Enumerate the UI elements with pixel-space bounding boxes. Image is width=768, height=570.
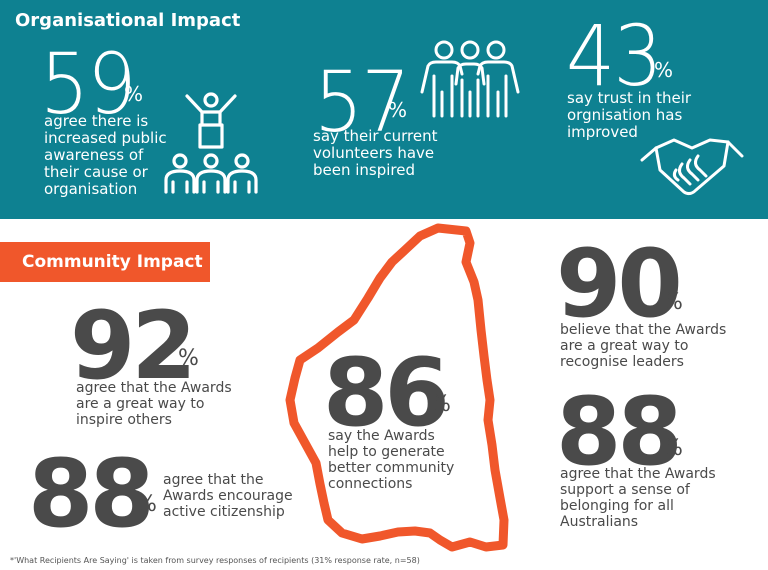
stat-43-percent: % (654, 58, 674, 82)
handshake-icon (640, 138, 744, 196)
stat-90-text: believe that the Awards are a great way … (560, 322, 727, 370)
stat-57-percent: % (388, 98, 408, 122)
stat-57-text: say their current volunteers have been i… (313, 127, 438, 179)
community-impact-title: Community Impact (0, 242, 210, 282)
stat-59-text: agree there is increased public awarenes… (44, 112, 167, 198)
stat-88-citizenship-text: agree that the Awards encourage active c… (163, 472, 293, 520)
stat-86-text: say the Awards help to generate better c… (328, 428, 455, 492)
volunteers-group-icon (420, 40, 520, 118)
stat-59-number: 59 (40, 35, 136, 133)
stat-86-percent: % (430, 392, 451, 417)
stat-88-belonging-number: 88 (556, 378, 683, 487)
stat-92-number: 92 (70, 292, 197, 401)
stat-90-percent: % (662, 290, 683, 315)
stat-92-text: agree that the Awards are a great way to… (76, 380, 232, 428)
footnote: *'What Recipients Are Saying' is taken f… (10, 556, 420, 565)
stat-88-belonging-text: agree that the Awards support a sense of… (560, 466, 716, 530)
audience-leader-icon (164, 92, 258, 194)
stat-88-citizenship-number: 88 (28, 440, 155, 549)
stat-57-number: 57 (314, 53, 410, 151)
stat-43-number: 43 (566, 7, 662, 105)
stat-43-text: say trust in their orgnisation has impro… (567, 89, 692, 141)
stat-86-number: 86 (323, 339, 450, 448)
stat-90-number: 90 (556, 230, 683, 339)
stat-59-percent: % (124, 82, 144, 106)
organisational-impact-title: Organisational Impact (15, 10, 241, 31)
stat-88-citizenship-percent: % (136, 492, 157, 517)
stat-92-percent: % (178, 346, 199, 371)
stat-88-belonging-percent: % (662, 436, 683, 461)
organisational-impact-panel: Organisational Impact 59 % agree there i… (0, 0, 768, 219)
